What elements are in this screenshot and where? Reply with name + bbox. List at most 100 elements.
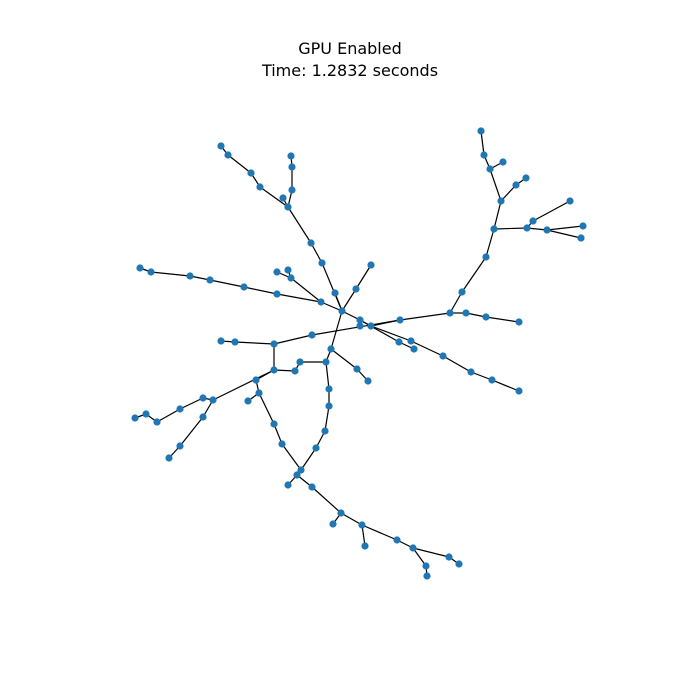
graph-node bbox=[445, 553, 453, 561]
graph-node bbox=[297, 466, 305, 474]
graph-node bbox=[270, 340, 278, 348]
graph-edge bbox=[370, 325, 412, 342]
graph-node bbox=[577, 234, 585, 242]
graph-edge bbox=[410, 340, 444, 357]
graph-edge bbox=[330, 310, 343, 350]
figure-title-block: GPU Enabled Time: 1.2832 seconds bbox=[0, 38, 700, 82]
graph-node bbox=[499, 158, 507, 166]
graph-edge bbox=[273, 334, 313, 345]
graph-node bbox=[358, 521, 366, 529]
graph-node bbox=[231, 338, 239, 346]
graph-node bbox=[490, 225, 498, 233]
graph-node bbox=[255, 389, 263, 397]
graph-node bbox=[206, 276, 214, 284]
graph-edge bbox=[461, 256, 487, 293]
graph-edge bbox=[493, 200, 502, 230]
graph-node bbox=[462, 309, 470, 317]
graph-node bbox=[273, 290, 281, 298]
graph-node bbox=[147, 268, 155, 276]
graph-node bbox=[153, 418, 161, 426]
graph-node bbox=[410, 345, 418, 353]
graph-node bbox=[308, 331, 316, 339]
graph-edge bbox=[470, 371, 493, 381]
graph-node bbox=[338, 307, 346, 315]
graph-edge bbox=[234, 341, 275, 345]
graph-node bbox=[176, 442, 184, 450]
graph-edge bbox=[412, 547, 427, 567]
graph-node bbox=[318, 259, 326, 267]
graph-edge bbox=[359, 319, 400, 343]
graph-node bbox=[480, 151, 488, 159]
graph-edge bbox=[330, 348, 358, 370]
graph-node bbox=[270, 420, 278, 428]
graph-node bbox=[293, 471, 301, 479]
graph-edge bbox=[227, 154, 252, 174]
graph-node bbox=[566, 197, 574, 205]
graph-node bbox=[247, 169, 255, 177]
graph-node bbox=[224, 151, 232, 159]
graph-node bbox=[186, 272, 194, 280]
graph-node bbox=[393, 536, 401, 544]
graph-node bbox=[136, 264, 144, 272]
graph-edge bbox=[412, 547, 450, 558]
graph-node bbox=[523, 224, 531, 232]
graph-node bbox=[317, 298, 325, 306]
graph-node bbox=[356, 316, 364, 324]
graph-node bbox=[364, 377, 372, 385]
graph-node bbox=[288, 186, 296, 194]
graph-node bbox=[522, 174, 530, 182]
graph-node bbox=[308, 483, 316, 491]
graph-edge bbox=[209, 279, 245, 288]
graph-node bbox=[409, 544, 417, 552]
graph-edge bbox=[546, 229, 582, 239]
graph-node bbox=[488, 376, 496, 384]
graph-node bbox=[467, 368, 475, 376]
graph-node bbox=[329, 520, 337, 528]
graph-node bbox=[312, 444, 320, 452]
graph-edge bbox=[311, 486, 342, 514]
graph-edge bbox=[259, 186, 289, 208]
graph-node bbox=[361, 542, 369, 550]
graph-node bbox=[287, 274, 295, 282]
graph-node bbox=[482, 313, 490, 321]
graph-node bbox=[278, 440, 286, 448]
graph-node bbox=[199, 394, 207, 402]
graph-edge bbox=[491, 379, 520, 392]
graph-node bbox=[270, 366, 278, 374]
graph-edge bbox=[179, 416, 204, 447]
graph-node bbox=[325, 402, 333, 410]
graph-node bbox=[455, 560, 463, 568]
graph-edge bbox=[340, 512, 363, 526]
graph-edge bbox=[243, 286, 278, 295]
graph-edge bbox=[290, 277, 322, 303]
graph-node bbox=[244, 397, 252, 405]
graph-node bbox=[482, 253, 490, 261]
graph-node bbox=[327, 345, 335, 353]
graph-node bbox=[529, 217, 537, 225]
graph-edge bbox=[281, 443, 302, 471]
graph-node bbox=[497, 197, 505, 205]
graph-edge bbox=[287, 206, 312, 244]
graph-edge bbox=[355, 264, 372, 290]
graph-node bbox=[422, 562, 430, 570]
graph-node bbox=[356, 322, 364, 330]
graph-edge bbox=[399, 312, 451, 321]
graph-node bbox=[217, 142, 225, 150]
graph-node bbox=[252, 376, 260, 384]
graph-node bbox=[458, 288, 466, 296]
graph-node bbox=[512, 181, 520, 189]
graph-edge bbox=[442, 355, 472, 373]
graph-node bbox=[396, 316, 404, 324]
graph-node bbox=[579, 222, 587, 230]
graph-node bbox=[352, 285, 360, 293]
graph-node bbox=[217, 337, 225, 345]
graph-node bbox=[296, 358, 304, 366]
graph-edge bbox=[485, 228, 495, 258]
graph-node bbox=[284, 481, 292, 489]
graph-edge bbox=[179, 397, 204, 410]
graph-node bbox=[325, 385, 333, 393]
graph-node bbox=[515, 387, 523, 395]
graph-node bbox=[199, 413, 207, 421]
graph-edge bbox=[449, 291, 463, 314]
